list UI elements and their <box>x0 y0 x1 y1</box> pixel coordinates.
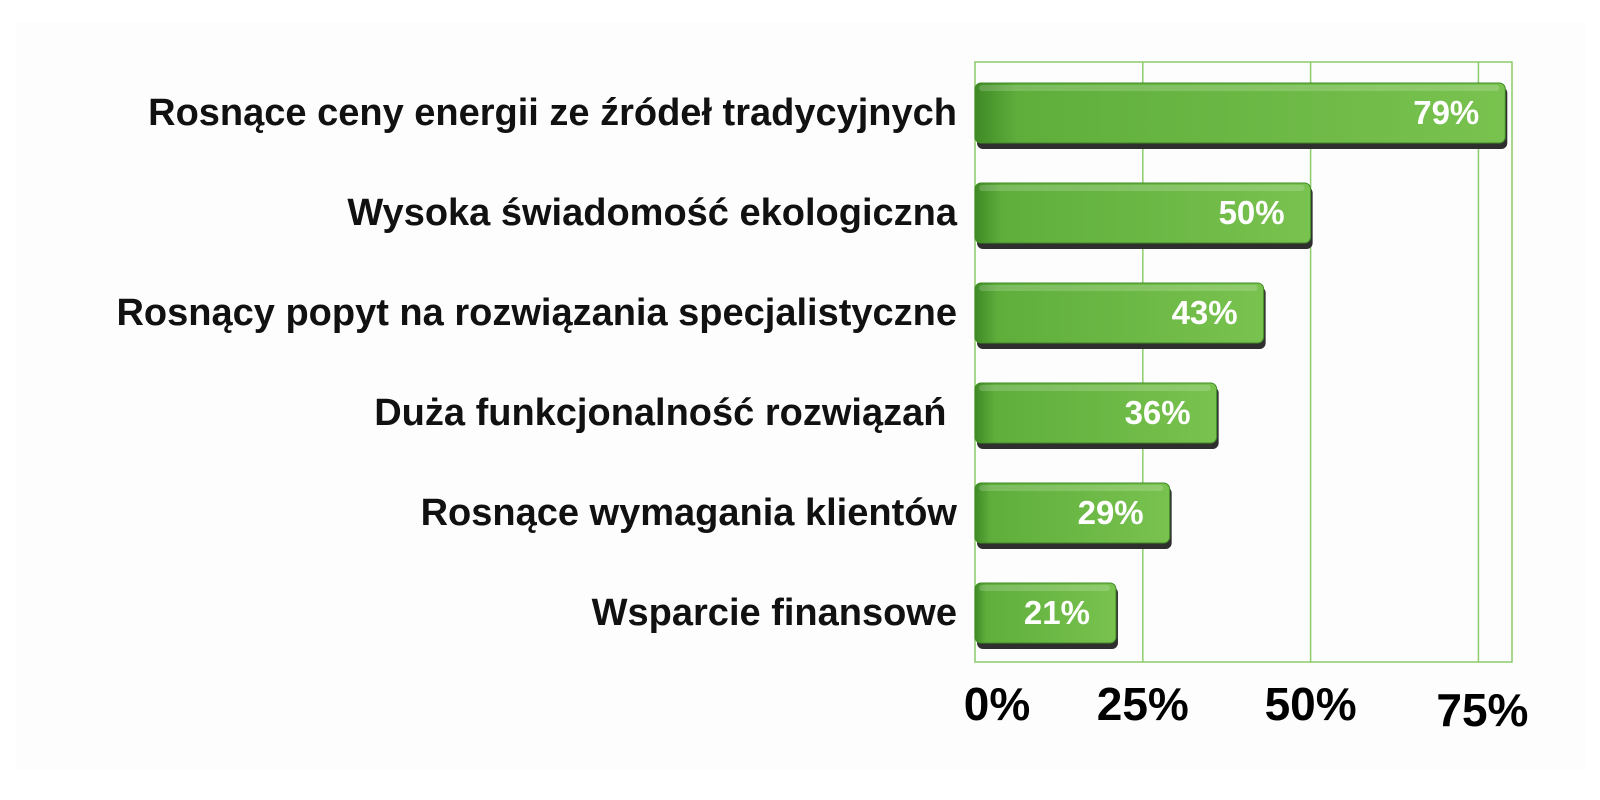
bar-body <box>974 482 1171 544</box>
category-label-1: Rosnące ceny energii ze źródeł tradycyjn… <box>148 92 957 134</box>
bar-2 <box>974 182 1313 249</box>
bar-highlight <box>979 585 1110 591</box>
bar-value-label-4: 36% <box>1125 394 1191 431</box>
bar-4 <box>974 382 1219 449</box>
x-tick-label-0: 0% <box>964 678 1030 730</box>
plot-frame <box>974 61 1513 663</box>
label-layer: 79% Rosnące ceny energii ze źródeł tradyc… <box>116 92 1479 634</box>
bar-highlight <box>979 485 1164 491</box>
category-label-3: Rosnący popyt na rozwiązania specjalisty… <box>116 292 957 334</box>
category-label-6: Wsparcie finansowe <box>592 592 957 634</box>
category-label-5: Rosnące wymagania klientów <box>421 492 958 534</box>
bar-1 <box>974 82 1508 149</box>
grid-layer <box>974 61 1513 663</box>
x-tick-label-50: 50% <box>1265 678 1357 730</box>
x-axis-ticks: 0% 25% 50% 75% <box>964 678 1529 736</box>
bar-layer <box>974 82 1508 649</box>
bar-value-label-2: 50% <box>1219 194 1285 231</box>
bar-3 <box>974 282 1266 349</box>
category-label-2: Wysoka świadomość ekologiczna <box>347 192 957 234</box>
x-tick-label-25: 25% <box>1097 678 1189 730</box>
bar-body <box>974 82 1506 144</box>
bar-highlight <box>979 285 1258 291</box>
bar-value-label-1: 79% <box>1413 94 1479 131</box>
bar-highlight <box>979 185 1305 191</box>
bar-6 <box>974 582 1118 649</box>
bar-value-label-6: 21% <box>1024 594 1090 631</box>
bar-highlight <box>979 85 1500 91</box>
bar-body <box>974 582 1117 644</box>
bar-body <box>974 282 1265 344</box>
bar-body <box>974 182 1312 244</box>
x-tick-label-75: 75% <box>1436 684 1528 736</box>
category-label-4: Duża funkcjonalność rozwiązań <box>374 392 957 434</box>
bar-highlight <box>979 385 1211 391</box>
bar-value-label-5: 29% <box>1078 494 1144 531</box>
bar-5 <box>974 482 1172 549</box>
bar-value-label-3: 43% <box>1172 294 1238 331</box>
bar-body <box>974 382 1218 444</box>
